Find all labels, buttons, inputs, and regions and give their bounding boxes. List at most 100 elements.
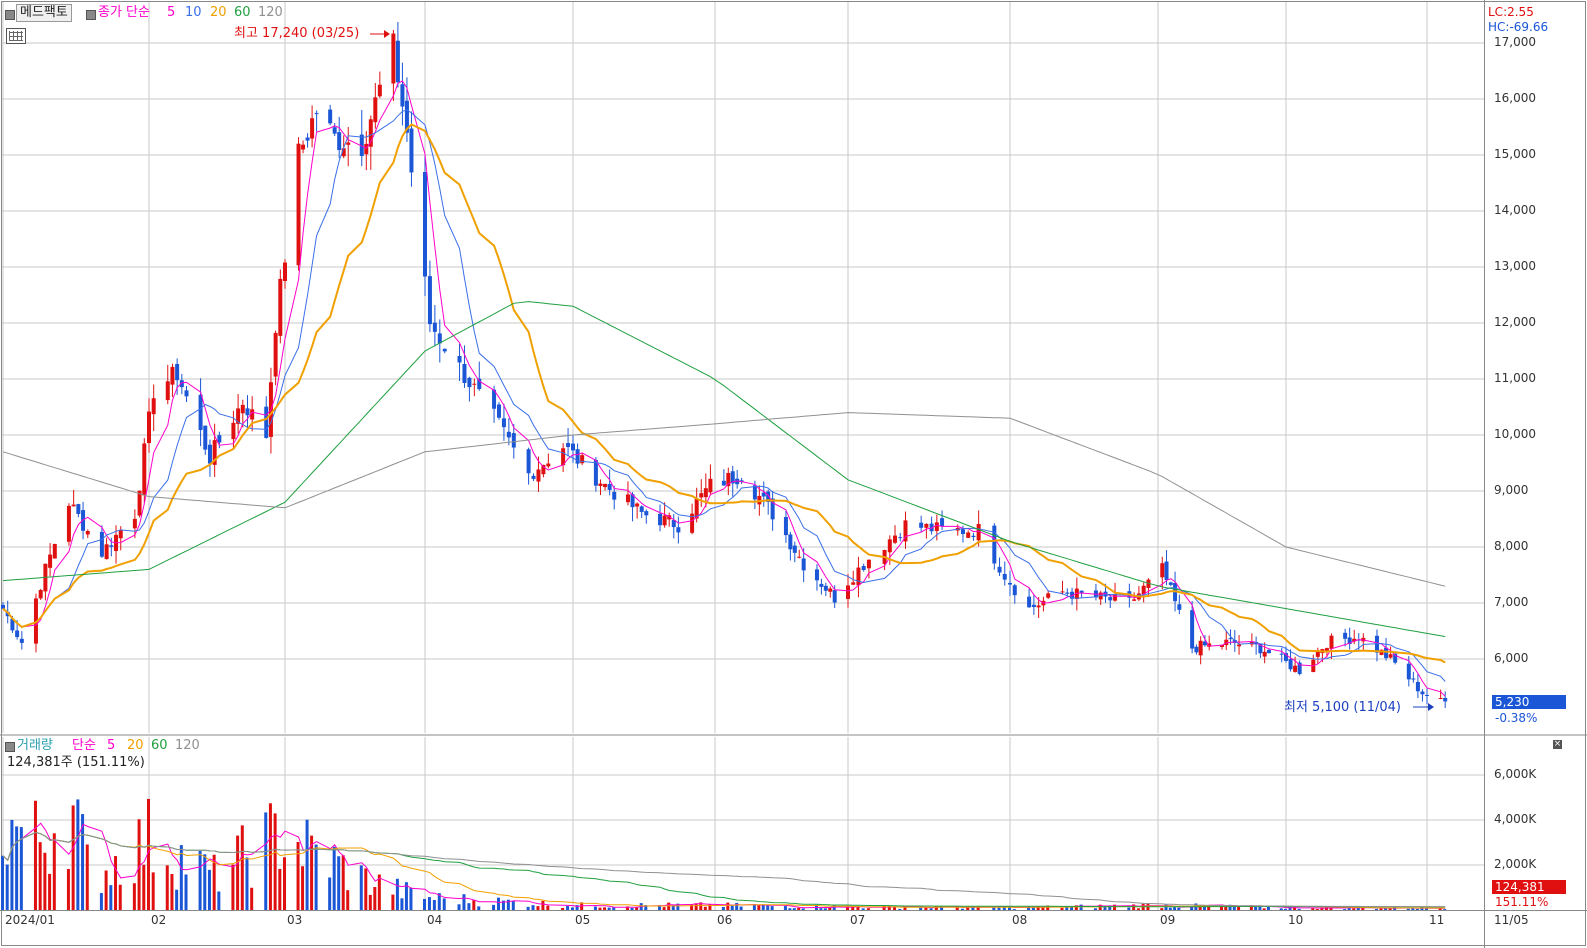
candle-body: [1160, 563, 1165, 578]
candle-body: [1347, 637, 1352, 645]
x-axis-month-label: 05: [575, 913, 591, 927]
volume-bar: [1031, 907, 1035, 910]
volume-bar: [752, 904, 756, 910]
candle-body: [341, 148, 346, 157]
volume-bar: [250, 887, 254, 910]
volume-bar: [457, 904, 461, 910]
volume-bar: [546, 905, 550, 910]
candle-body: [792, 545, 797, 553]
panel-menu-icon[interactable]: [5, 10, 15, 20]
volume-bar: [828, 907, 832, 910]
volume-bar: [1443, 909, 1447, 910]
candle-body: [409, 128, 414, 173]
volume-bar: [207, 869, 211, 910]
candle-body: [1258, 643, 1263, 654]
candle-body: [671, 520, 676, 528]
volume-bar: [690, 904, 694, 910]
volume-bar: [856, 906, 860, 910]
candle-body: [1415, 681, 1420, 692]
candle-body: [19, 638, 24, 643]
volume-bar: [658, 905, 662, 910]
volume-bar: [630, 907, 634, 910]
candle-body: [231, 422, 236, 440]
candle-body: [395, 40, 400, 83]
legend-toggle-icon[interactable]: [86, 10, 96, 20]
volume-bar: [118, 884, 122, 910]
volume-bar: [442, 898, 446, 910]
volume-bar: [15, 826, 19, 910]
volume-bar: [99, 893, 103, 910]
volume-bar: [278, 868, 282, 910]
grid-table-icon[interactable]: [6, 28, 26, 44]
candle-body: [832, 590, 837, 603]
candle-body: [887, 539, 892, 553]
candle-body: [536, 469, 541, 482]
volume-bar: [273, 813, 277, 910]
volume-bar: [788, 908, 792, 910]
candle-body: [377, 84, 382, 97]
volume-bar: [142, 864, 146, 910]
candle-body: [217, 435, 222, 443]
ma5-label: 5: [167, 5, 176, 20]
candle-body: [893, 535, 898, 543]
x-axis-month-label: 02: [151, 913, 167, 927]
candle-body: [48, 554, 53, 568]
candle-body: [151, 398, 156, 415]
stock-name[interactable]: 메드팩토: [16, 4, 72, 22]
volume-bar: [703, 906, 707, 910]
volume-bar: [819, 908, 823, 910]
volume-bar: [1374, 908, 1378, 910]
price-tick-label: 13,000: [1494, 259, 1536, 273]
close-icon[interactable]: ×: [1553, 739, 1562, 749]
volume-bar: [1311, 908, 1315, 910]
volume-bar: [997, 907, 1001, 910]
volume-menu-icon[interactable]: [5, 742, 15, 752]
volume-bar: [846, 906, 849, 910]
current-price-tag: 5,230: [1492, 695, 1566, 709]
price-tick-label: 9,000: [1494, 483, 1529, 497]
volume-bar: [1160, 908, 1164, 910]
volume-bar: [1361, 907, 1365, 910]
candle-body: [1065, 592, 1070, 594]
candle-body: [283, 262, 287, 281]
price-tick-label: 14,000: [1494, 203, 1536, 217]
volume-bar: [1347, 906, 1351, 910]
candle-body: [1, 604, 5, 609]
candle-body: [109, 545, 114, 547]
volume-bar: [423, 898, 426, 910]
candle-body: [1266, 649, 1271, 654]
candle-body: [1012, 585, 1017, 596]
volume-bar: [526, 906, 530, 910]
volume-bar: [337, 856, 341, 910]
volume-bar: [33, 800, 37, 910]
x-axis-month-label: 06: [717, 913, 733, 927]
candle-body: [373, 97, 378, 123]
volume-bar: [52, 833, 56, 910]
candle-body: [437, 333, 442, 344]
volume-bar: [76, 799, 80, 910]
candle-body: [85, 531, 90, 535]
volume-bar: [797, 907, 801, 910]
volume-bar: [1202, 905, 1206, 910]
candle-body: [699, 493, 704, 498]
volume-bar: [1411, 908, 1415, 910]
volume-bar: [735, 902, 739, 910]
candle-body: [10, 618, 15, 631]
candle-body: [442, 348, 447, 352]
volume-bar: [305, 819, 309, 910]
candle-body: [1228, 638, 1233, 640]
candle-body: [1168, 582, 1173, 585]
volume-bar: [887, 905, 891, 910]
volume-bar: [676, 903, 680, 910]
candle-body: [575, 449, 580, 464]
hc-label: HC:-69.66: [1488, 20, 1549, 34]
volume-bar: [1164, 904, 1168, 910]
candle-body: [676, 527, 681, 533]
volume-bar: [766, 904, 770, 910]
volume-tick-label: 6,000K: [1494, 767, 1537, 781]
x-axis-end-date: 11/05: [1494, 913, 1529, 927]
volume-bar: [1132, 904, 1136, 910]
volume-bar: [1070, 906, 1074, 910]
volume-ma20-line: [2, 831, 1446, 909]
